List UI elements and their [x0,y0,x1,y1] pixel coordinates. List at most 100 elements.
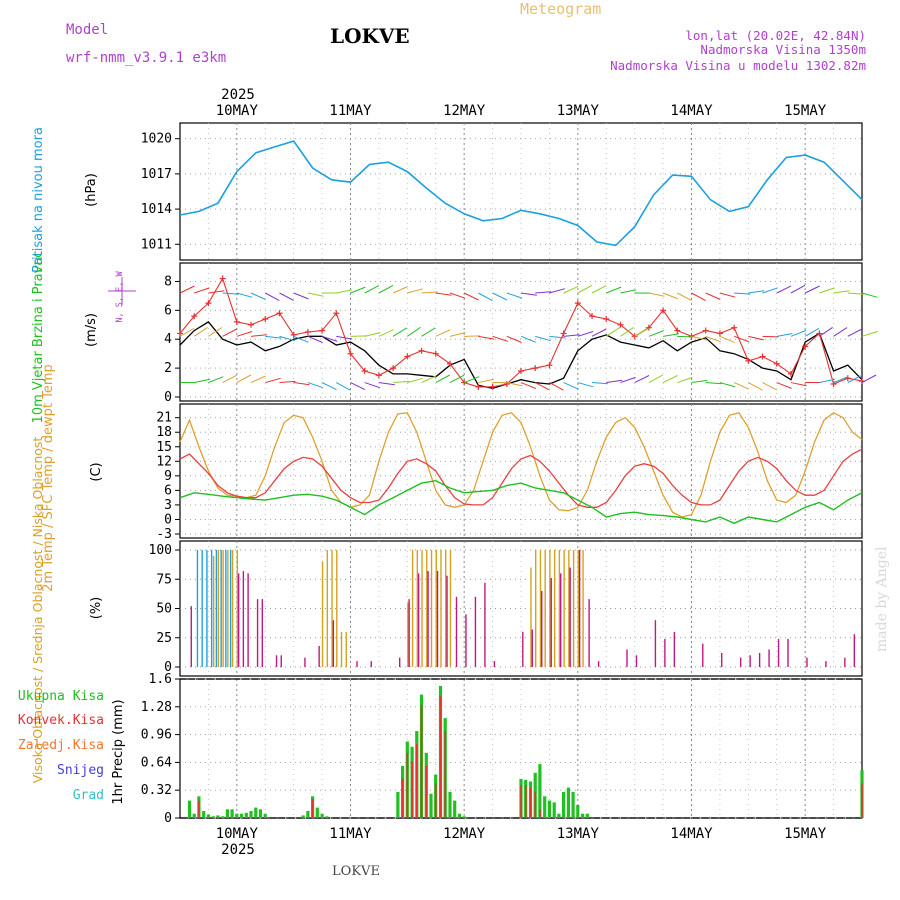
day-label-top-1: 11MAY [329,103,372,119]
wind-gust-marker-1 [191,313,198,320]
wind-gust-marker-23 [503,381,510,387]
wind-arrow-2-117 [734,292,751,295]
wind-gust-marker-11 [333,310,340,317]
ytick-label-4-2: 0.64 [141,755,172,770]
wind-arrow-0-30 [321,382,337,391]
wind-arrow-1-96 [634,327,649,337]
station-title: LOKVE [330,24,410,48]
wind-arrow-0-45 [393,380,410,384]
wind-arrow-0-108 [691,379,708,384]
ytick-label-4-3: 0.96 [141,728,172,743]
wind-arrow-0-36 [350,382,366,391]
wind-arrow-1-78 [549,335,566,339]
wind-arrow-0-111 [705,382,722,385]
wind-arrow-0-54 [435,374,451,383]
wind-gust-marker-6 [262,316,269,322]
precip-bar-0-35 [453,800,457,818]
ytick-label-0-1: 1014 [141,202,172,217]
wind-gust-marker-44 [802,343,809,350]
wind-arrow-0-93 [620,376,636,384]
wind-gust-marker-47 [844,375,851,382]
ytick-label-4-0: 0 [164,811,172,826]
wind-unit: (m/s) [84,313,99,347]
year-bottom: 2025 [221,842,255,858]
ytick-label-4-1: 0.32 [141,783,172,798]
wind-arrow-2-93 [620,289,637,294]
wind-arrow-2-36 [350,286,366,294]
wind-arrow-2-12 [236,292,253,298]
wind-arrow-2-75 [535,291,552,294]
ytick-label-3-2: 50 [156,602,172,617]
precip-bar-1-6 [420,705,423,818]
wind-arrow-1-99 [648,330,664,337]
wind-arrow-0-138 [833,376,849,384]
precip-bar-0-44 [547,800,551,818]
wind-arrow-0-60 [463,376,480,384]
elevation-label: Nadmorska Visina 1350m [700,42,866,57]
wind-gust-marker-29 [589,313,596,320]
wind-arrow-0-126 [776,382,792,389]
wind-arrow-0-102 [662,375,678,384]
precip-bar-0-13 [249,811,253,818]
wind-arrow-0-81 [563,382,579,390]
wind-gust-marker-37 [702,327,709,334]
cloud-title: Visoka Oblacnost / Srednja Oblacnost / N… [30,437,45,784]
wind-arrow-2-39 [364,285,380,294]
ytick-label-3-4: 100 [149,543,172,558]
ytick-label-2-0: -3 [156,527,172,542]
wind-arrow-0-33 [336,382,351,391]
footer-station: LOKVE [332,864,380,879]
wind-arrow-0-90 [606,379,623,384]
precip-bar-0-11 [240,813,244,818]
wind-arrow-1-30 [321,335,338,342]
meteogram-title: Meteogram [520,0,601,18]
precip-bar-0-45 [552,802,556,818]
wind-arrow-2-6 [208,290,225,294]
wind-arrow-1-144 [861,331,878,337]
wind-arrow-1-0 [179,327,195,337]
wind-arrow-1-117 [733,335,750,343]
wind-gust-marker-5 [248,321,255,328]
precip-bar-1-5 [416,744,418,818]
sfc-temp-line [179,412,863,518]
year-top: 2025 [221,87,255,103]
wind-arrow-1-42 [378,329,394,337]
precip-bar-0-50 [576,805,580,818]
wind-gust-marker-46 [830,381,837,387]
wind-arrow-2-48 [407,288,423,294]
wind-gust-marker-17 [418,347,425,354]
precip-bar-0-17 [301,815,305,818]
precip-bar-0-48 [566,787,570,818]
wind-arrow-0-12 [236,374,252,383]
made-by-watermark: made by Angel [874,546,890,652]
day-label-top-0: 10MAY [216,103,259,119]
wind-arrow-1-24 [293,335,309,343]
day-label-top-3: 13MAY [557,103,600,119]
wind-arrow-0-51 [421,375,437,384]
precip-bar-0-22 [325,816,329,818]
ytick-label-3-1: 25 [156,631,172,646]
ytick-label-0-3: 1020 [141,132,172,147]
wind-arrow-0-72 [520,382,537,389]
wind-gust-marker-33 [645,324,652,331]
wind-arrow-2-111 [705,292,721,300]
wind-arrow-2-108 [691,292,706,302]
ytick-label-1-1: 2 [164,361,172,376]
wind-gust-marker-38 [716,330,723,337]
wind-arrow-1-3 [193,326,208,337]
wind-gust-marker-7 [276,310,283,317]
model-label: Model [66,22,108,38]
wind-arrow-2-105 [677,292,692,301]
wind-arrow-1-81 [563,334,580,337]
pressure-unit: (hPa) [84,173,99,207]
wind-gust-marker-18 [432,350,439,357]
wind-arrow-1-75 [535,335,551,342]
wind-arrow-2-0 [179,285,195,294]
precip-bar-0-18 [306,811,310,818]
wind-arrow-2-99 [648,292,665,297]
wind-arrow-0-99 [648,374,664,383]
precip-bar-0-0 [187,800,192,818]
wind-arrow-1-51 [421,327,436,337]
dewpt-line [179,479,863,525]
wind-arrow-1-27 [307,335,323,343]
